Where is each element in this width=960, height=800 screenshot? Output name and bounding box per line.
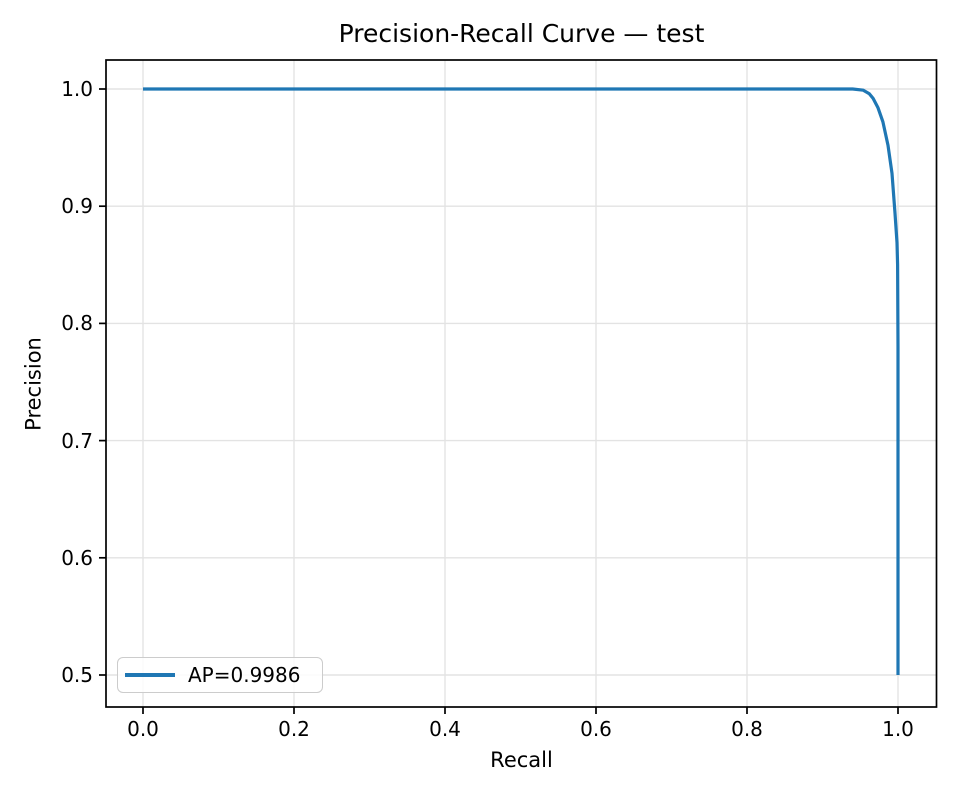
- pr-curve-line: [143, 87, 900, 675]
- y-tick-label: 0.7: [61, 428, 93, 453]
- x-tick-label: 0.6: [580, 717, 612, 741]
- y-tick-label: 0.5: [61, 663, 93, 687]
- y-tick-label: 1.0: [61, 77, 93, 101]
- x-tick-label: 0.0: [127, 717, 159, 741]
- x-tick-label: 0.8: [731, 717, 763, 741]
- x-tick-label: 0.2: [278, 717, 310, 741]
- x-tick-label: 0.4: [429, 717, 461, 741]
- legend-label: AP=0.9986: [188, 663, 301, 687]
- axes-frame: [105, 59, 938, 708]
- legend: AP=0.9986: [117, 657, 323, 693]
- y-tick-label: 0.8: [61, 311, 93, 336]
- chart-title: Precision-Recall Curve — test: [338, 19, 705, 48]
- legend-line-sample: [125, 673, 175, 677]
- x-axis-label: Recall: [490, 748, 553, 772]
- y-tick-label: 0.6: [61, 545, 93, 570]
- y-axis-label: Precision: [21, 337, 46, 431]
- x-tick-label: 1.0: [882, 717, 914, 741]
- y-tick-label: 0.9: [61, 194, 93, 219]
